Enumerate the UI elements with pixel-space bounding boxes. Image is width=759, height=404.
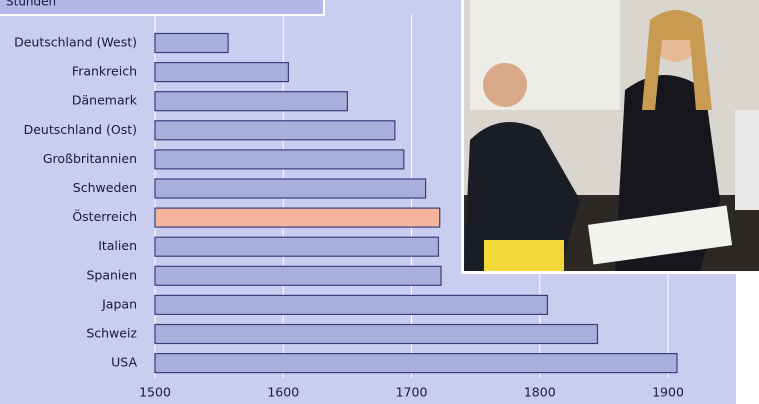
y-tick-label: Japan xyxy=(101,296,137,311)
bar xyxy=(154,32,229,54)
y-tick-label: Österreich xyxy=(72,208,137,224)
x-tick-label: 1600 xyxy=(267,385,299,400)
bar xyxy=(154,61,289,83)
x-tick-label: 1800 xyxy=(524,385,556,400)
bar xyxy=(154,149,405,170)
y-tick-label: Dänemark xyxy=(72,93,138,108)
bar xyxy=(154,294,549,315)
photo-papers xyxy=(587,205,733,265)
y-tick-label: Spanien xyxy=(86,267,137,282)
bar xyxy=(154,178,427,199)
photo-folder xyxy=(484,240,564,271)
y-tick-label: Frankreich xyxy=(72,64,137,79)
y-tick-label: Deutschland (West) xyxy=(14,35,137,50)
title-box xyxy=(0,0,325,16)
bar xyxy=(154,265,442,286)
y-tick-label: Schweden xyxy=(73,180,137,195)
photo-man-head xyxy=(483,63,527,107)
bar xyxy=(154,236,440,257)
photo-man xyxy=(464,122,580,271)
chart-title: Stunden xyxy=(6,0,56,9)
bar xyxy=(154,323,599,345)
photo xyxy=(461,0,759,274)
bar xyxy=(154,353,678,374)
bar xyxy=(154,120,396,141)
photo-woman-hair xyxy=(642,10,712,110)
x-tick-label: 1700 xyxy=(396,385,428,400)
y-tick-label: Deutschland (Ost) xyxy=(24,122,137,137)
photo-monitor xyxy=(735,110,759,210)
y-tick-label: USA xyxy=(111,355,137,370)
x-tick-label: 1500 xyxy=(139,385,171,400)
x-tick-label: 1900 xyxy=(652,385,684,400)
y-tick-label: Italien xyxy=(98,238,137,253)
y-tick-label: Großbritannien xyxy=(43,151,137,166)
bar xyxy=(154,91,348,112)
y-tick-label: Schweiz xyxy=(86,326,137,341)
bar xyxy=(154,207,441,228)
